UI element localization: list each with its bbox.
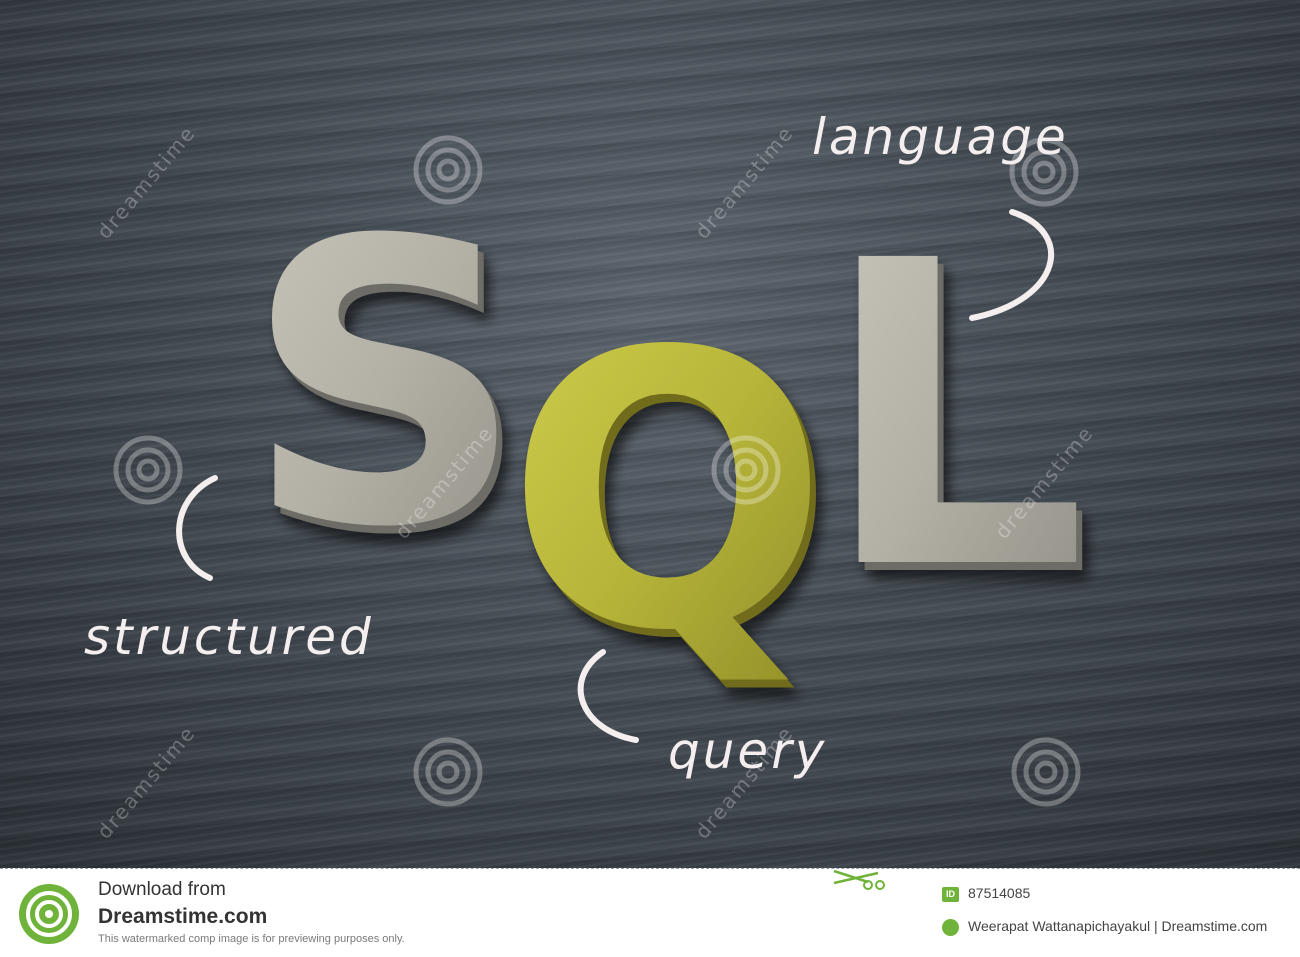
letter-s: S S xyxy=(244,158,531,620)
word-query: query xyxy=(668,722,828,780)
dreamstime-logo-icon xyxy=(19,884,79,944)
photographer-credit: Weerapat Wattanapichayakul | Dreamstime.… xyxy=(968,918,1268,934)
bracket-structured xyxy=(176,475,218,581)
image-id-value: 87514085 xyxy=(968,885,1031,901)
spiral-icon xyxy=(113,435,183,505)
spiral-icon xyxy=(1009,137,1079,207)
photographer-icon xyxy=(942,919,959,936)
letter-q: Q Q xyxy=(506,271,835,722)
bracket-query xyxy=(577,649,639,743)
spiral-icon xyxy=(413,737,483,807)
spiral-icon xyxy=(711,435,781,505)
spiral-icon xyxy=(1011,737,1081,807)
dreamstime-brand-link[interactable]: Dreamstime.com xyxy=(98,905,268,928)
photo-artwork: S S Q Q L L xyxy=(113,135,1094,807)
letter-l-face: L xyxy=(820,173,1088,662)
stock-photo: S S Q Q L L xyxy=(0,0,1300,868)
letter-q-edge: Q xyxy=(512,279,835,722)
scissors-icon xyxy=(833,869,885,890)
watermark-spirals xyxy=(113,135,1081,807)
watermark-footer: Download from Dreamstime.com This waterm… xyxy=(0,868,1300,957)
preview-note: This watermarked comp image is for previ… xyxy=(98,933,405,945)
bracket-language xyxy=(969,209,1054,321)
word-structured: structured xyxy=(84,608,374,666)
letter-q-face: Q xyxy=(506,271,829,714)
letter-s-edge: S xyxy=(250,166,531,620)
id-badge: ID xyxy=(942,887,959,902)
download-from-label: Download from xyxy=(98,879,226,900)
word-language: language xyxy=(812,108,1069,166)
spiral-icon xyxy=(413,135,483,205)
letter-l: L L xyxy=(820,173,1094,670)
letter-s-face: S xyxy=(244,158,525,612)
